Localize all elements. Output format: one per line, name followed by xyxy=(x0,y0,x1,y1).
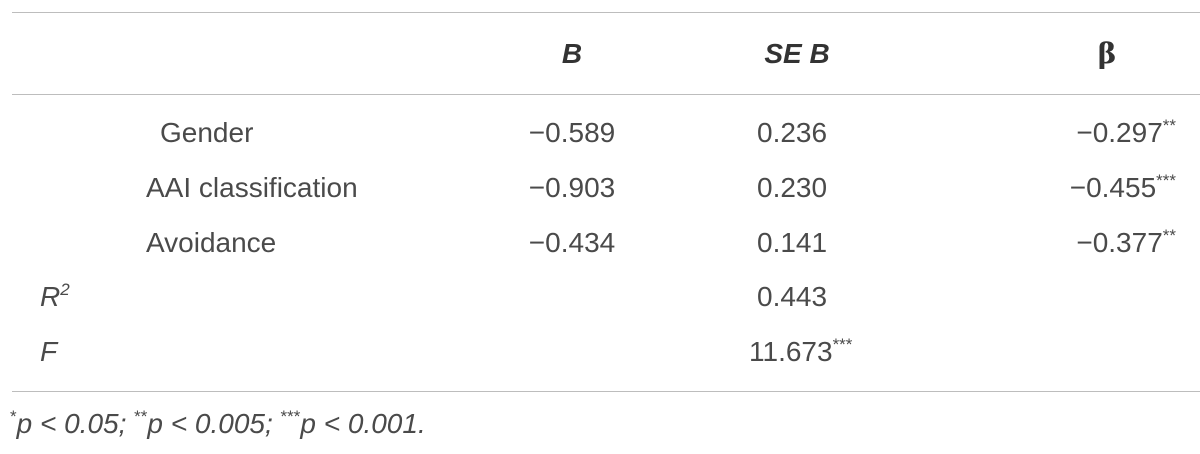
data-cell-text: −0.455 xyxy=(1069,172,1157,203)
data-cell-text: 0.230 xyxy=(757,172,828,203)
row-label: Avoidance xyxy=(146,226,276,260)
footnote: *p < 0.05; **p < 0.005; ***p < 0.001. xyxy=(10,408,426,440)
data-cell-text: −0.434 xyxy=(528,227,616,258)
data-cell-text: 0.141 xyxy=(757,227,828,258)
footnote-text: p < 0.05; xyxy=(16,408,127,439)
footnote-marker: * xyxy=(10,407,17,426)
column-header: β xyxy=(1097,37,1117,70)
footnote-marker: *** xyxy=(280,407,301,426)
data-cell: 0.230 xyxy=(757,171,827,205)
row-label-superscript: 2 xyxy=(60,280,70,299)
row-label-text: AAI classification xyxy=(146,172,358,203)
data-cell-superscript: ** xyxy=(1162,226,1176,245)
row-label: F xyxy=(40,335,57,369)
footnote-marker: ** xyxy=(134,407,148,426)
row-label-text: F xyxy=(40,336,58,367)
data-cell: −0.377** xyxy=(1076,226,1176,260)
column-header: B xyxy=(561,38,583,69)
data-cell: −0.903 xyxy=(529,171,615,205)
data-cell: 0.443 xyxy=(757,280,827,314)
row-label: AAI classification xyxy=(146,171,358,205)
data-cell-superscript: *** xyxy=(1156,171,1176,190)
row-label-text: Avoidance xyxy=(146,227,277,258)
data-cell: −0.589 xyxy=(529,116,615,150)
bottom-rule xyxy=(12,391,1200,392)
data-cell-superscript: ** xyxy=(1162,116,1176,135)
footnote-text: p < 0.001. xyxy=(300,408,426,439)
row-label: R2 xyxy=(40,280,70,314)
row-label: Gender xyxy=(160,116,253,150)
data-cell: 0.236 xyxy=(757,116,827,150)
data-cell-text: 11.673 xyxy=(749,336,833,367)
data-cell-text: −0.589 xyxy=(528,117,616,148)
column-header: SE B xyxy=(764,38,830,69)
header-rule xyxy=(12,94,1200,95)
data-cell-text: −0.903 xyxy=(528,172,616,203)
data-cell-superscript: *** xyxy=(832,335,853,354)
data-cell: 0.141 xyxy=(757,226,827,260)
row-label-text: Gender xyxy=(160,117,254,148)
data-cell-text: −0.297 xyxy=(1076,117,1163,148)
data-cell: 11.673*** xyxy=(749,335,852,369)
top-rule xyxy=(12,12,1200,13)
footnote-text: p < 0.005; xyxy=(147,408,273,439)
data-cell-text: 0.236 xyxy=(757,117,828,148)
data-cell: −0.455*** xyxy=(1070,171,1176,205)
row-label-text: R xyxy=(40,281,61,312)
data-cell: −0.434 xyxy=(529,226,615,260)
data-cell: −0.297** xyxy=(1076,116,1176,150)
data-cell-text: 0.443 xyxy=(757,281,828,312)
data-cell-text: −0.377 xyxy=(1076,227,1163,258)
